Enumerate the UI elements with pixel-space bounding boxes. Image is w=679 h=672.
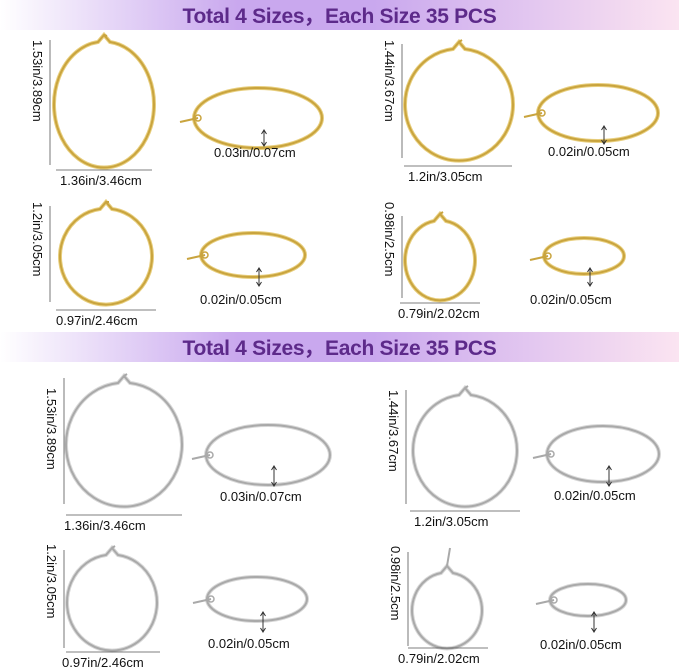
silver-hoop-1-height-label: 1.53in/3.89cm xyxy=(44,388,59,470)
silver-hoop-2-shadow xyxy=(411,384,519,509)
silver-hoop-4-thickness-label: 0.02in/0.05cm xyxy=(540,637,622,652)
silver-hoop-3-height-label: 1.2in/3.05cm xyxy=(44,544,59,619)
gold-hoop-2-thickness-label: 0.02in/0.05cm xyxy=(548,144,630,159)
silver-hoop-3-thickness-label: 0.02in/0.05cm xyxy=(208,636,290,651)
gold-hoop-1-height-label: 1.53in/3.89cm xyxy=(30,40,45,122)
silver-hoop-1-shadow xyxy=(64,372,184,509)
gold-hoop-1-side xyxy=(193,87,323,149)
gold-hoop-1-thickness-label: 0.03in/0.07cm xyxy=(214,145,296,160)
silver-hoop-4-side-bead xyxy=(550,596,558,604)
silver-hoop-4-side xyxy=(549,583,627,617)
gold-hoop-2-front xyxy=(404,40,514,162)
banner-gold: Total 4 Sizes，Each Size 35 PCS xyxy=(0,0,679,30)
gold-hoop-4-arrow-head-up xyxy=(587,267,593,273)
silver-hoop-1-width-label: 1.36in/3.46cm xyxy=(64,518,146,533)
silver-hoop-4-arrow-head-down xyxy=(591,627,597,633)
gold-hoop-3-side xyxy=(200,232,306,278)
silver-hoop-3-front xyxy=(66,546,158,652)
silver-hoop-2-front xyxy=(412,386,518,508)
silver-hoop-3-side xyxy=(206,576,308,622)
banner-title: Total 4 Sizes，Each Size 35 PCS xyxy=(182,337,497,360)
gold-hoop-4-arrow-head-down xyxy=(587,281,593,287)
gold-hoop-4-side-bead xyxy=(544,252,552,260)
gold-hoop-3-front xyxy=(59,200,153,306)
gold-hoop-3-shadow xyxy=(58,198,154,307)
gold-hoop-4-width-label: 0.79in/2.02cm xyxy=(398,306,480,321)
silver-hoop-4-shadow xyxy=(410,562,484,651)
gold-hoop-2-side xyxy=(537,84,659,142)
gold-hoop-4-shadow xyxy=(403,210,477,303)
silver-hoop-2-wire-tail xyxy=(464,385,469,389)
gold-hoop-3-arrow-head-down xyxy=(256,281,262,287)
silver-hoop-3-arrow-head-up xyxy=(260,611,266,617)
silver-hoop-2-side-bead xyxy=(547,450,555,458)
silver-hoop-3-wire-tail xyxy=(111,545,116,549)
silver-hoop-2-arrow-head-up xyxy=(606,465,612,471)
gold-hoop-1-arrow-head-up xyxy=(261,129,267,135)
gold-hoop-2-height-label: 1.44in/3.67cm xyxy=(382,40,397,122)
gold-hoop-1-shadow xyxy=(52,31,156,170)
gold-hoop-3-width-label: 0.97in/2.46cm xyxy=(56,313,138,328)
banner-silver: Total 4 Sizes，Each Size 35 PCS xyxy=(0,332,679,362)
gold-hoop-2-side-bead xyxy=(538,109,546,117)
gold-hoop-1-arrow-head-down xyxy=(261,141,267,147)
silver-hoop-1-wire-tail xyxy=(123,373,128,377)
gold-hoop-3-arrow-head-up xyxy=(256,267,262,273)
gold-hoop-2-arrow-head-up xyxy=(601,125,607,131)
silver-hoop-3-side-bead xyxy=(207,595,215,603)
silver-hoop-2-side xyxy=(546,425,660,483)
silver-hoop-3-shadow xyxy=(65,544,159,653)
silver-hoop-1-side-bead xyxy=(206,451,214,459)
gold-hoop-4-thickness-label: 0.02in/0.05cm xyxy=(530,292,612,307)
gold-hoop-4-side xyxy=(543,237,625,275)
silver-hoop-2-width-label: 1.2in/3.05cm xyxy=(414,514,489,529)
silver-hoop-2-thickness-label: 0.02in/0.05cm xyxy=(554,488,636,503)
gold-hoop-3-height-label: 1.2in/3.05cm xyxy=(30,202,45,277)
silver-hoop-4-height-label: 0.98in/2.5cm xyxy=(388,546,403,621)
silver-hoop-1-thickness-label: 0.03in/0.07cm xyxy=(220,489,302,504)
gold-hoop-4-height-label: 0.98in/2.5cm xyxy=(382,202,397,277)
gold-hoop-3-side-bead xyxy=(201,251,209,259)
gold-hoop-1-front xyxy=(53,33,155,169)
gold-hoop-2-shadow xyxy=(403,38,515,163)
gold-hoop-2-arrow-head-down xyxy=(601,139,607,145)
silver-hoop-4-width-label: 0.79in/2.02cm xyxy=(398,651,480,666)
gold-hoop-1-wire-tail xyxy=(103,34,108,37)
gold-hoop-1-side-bead xyxy=(194,114,202,122)
silver-hoop-4-wire-tail xyxy=(446,547,451,567)
gold-hoop-2-width-label: 1.2in/3.05cm xyxy=(408,169,483,184)
silver-hoop-1-arrow-head-down xyxy=(271,481,277,487)
silver-hoop-4-arrow-head-up xyxy=(591,611,597,617)
gold-hoop-1-width-label: 1.36in/3.46cm xyxy=(60,173,142,188)
gold-hoop-3-thickness-label: 0.02in/0.05cm xyxy=(200,292,282,307)
silver-hoop-1-front xyxy=(65,374,183,508)
gold-hoop-4-wire-tail xyxy=(439,211,444,215)
silver-hoop-2-arrow-head-down xyxy=(606,481,612,487)
silver-hoop-1-side xyxy=(205,424,331,486)
silver-hoop-1-arrow-head-up xyxy=(271,465,277,471)
banner-title: Total 4 Sizes，Each Size 35 PCS xyxy=(182,5,497,28)
silver-hoop-2-height-label: 1.44in/3.67cm xyxy=(386,390,401,472)
silver-hoop-3-arrow-head-down xyxy=(260,627,266,633)
silver-hoop-3-width-label: 0.97in/2.46cm xyxy=(62,655,144,670)
gold-hoop-2-wire-tail xyxy=(458,39,463,43)
gold-hoop-4-front xyxy=(404,212,476,302)
